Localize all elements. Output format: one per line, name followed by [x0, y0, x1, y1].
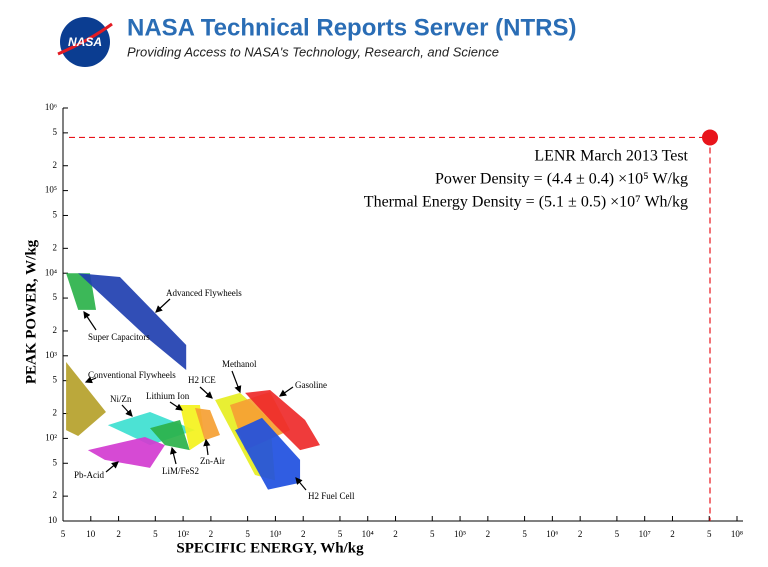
y-tick-label: 5 — [53, 127, 58, 137]
x-tick-label: 10³ — [270, 529, 282, 539]
annotation: Thermal Energy Density = (5.1 ± 0.5) ×10… — [364, 194, 688, 211]
region-label: Methanol — [222, 359, 257, 369]
label-arrow — [199, 386, 213, 399]
annotation: Power Density = (4.4 ± 0.4) ×10⁵ W/kg — [435, 171, 688, 188]
region-label: Zn-Air — [200, 456, 225, 466]
x-axis-title: SPECIFIC ENERGY, Wh/kg — [176, 540, 364, 556]
x-tick-label: 10² — [177, 529, 189, 539]
x-tick-label: 2 — [301, 529, 306, 539]
x-tick-label: 5 — [338, 529, 343, 539]
x-tick-label: 10⁶ — [546, 529, 558, 539]
label-arrow — [169, 446, 177, 465]
region — [195, 408, 221, 441]
region-label: Conventional Flywheels — [88, 370, 176, 380]
x-tick-label: 10⁸ — [731, 529, 743, 539]
annotation: LENR March 2013 Test — [534, 148, 688, 165]
label-arrow — [84, 376, 97, 384]
label-arrow — [203, 438, 211, 456]
region-label: Ni/Zn — [110, 394, 132, 404]
y-tick-label: 5 — [53, 210, 58, 220]
x-tick-label: 5 — [61, 529, 66, 539]
region-label: Super Capacitors — [88, 332, 150, 342]
label-arrow — [83, 311, 97, 331]
label-arrow — [279, 386, 294, 397]
y-tick-label: 5 — [53, 292, 58, 302]
x-tick-label: 5 — [707, 529, 712, 539]
region-label: Gasoline — [295, 380, 327, 390]
region-label: Advanced Flywheels — [166, 288, 242, 298]
lenr-point — [702, 129, 719, 146]
region-label: Pb-Acid — [74, 470, 104, 480]
x-tick-label: 10⁴ — [362, 529, 374, 539]
region-label: Lithium Ion — [146, 391, 190, 401]
y-tick-label: 2 — [53, 408, 58, 418]
region-label: H2 Fuel Cell — [308, 491, 355, 501]
y-tick-label: 2 — [53, 490, 58, 500]
x-tick-label: 10 — [86, 529, 96, 539]
page-title: NASA Technical Reports Server (NTRS) — [127, 14, 576, 41]
region — [78, 273, 187, 371]
logo-text: NASA — [68, 35, 102, 49]
y-tick-label: 5 — [53, 375, 58, 385]
x-tick-label: 2 — [486, 529, 491, 539]
y-tick-label: 10² — [45, 432, 57, 442]
logo-swoosh — [57, 22, 113, 56]
x-tick-label: 5 — [153, 529, 158, 539]
x-tick-label: 5 — [430, 529, 435, 539]
x-tick-label: 2 — [209, 529, 214, 539]
y-tick-label: 10 — [48, 515, 58, 525]
label-arrow — [295, 477, 307, 491]
x-tick-label: 5 — [615, 529, 620, 539]
y-tick-label: 2 — [53, 242, 58, 252]
region-label: H2 ICE — [188, 375, 216, 385]
label-arrow — [155, 298, 171, 313]
x-tick-label: 2 — [670, 529, 675, 539]
region — [245, 390, 320, 451]
region — [66, 362, 106, 436]
label-arrow — [169, 401, 183, 411]
y-tick-label: 2 — [53, 160, 58, 170]
region-label: LiM/FeS2 — [162, 466, 199, 476]
region — [150, 420, 190, 451]
page-subtitle: Providing Access to NASA's Technology, R… — [127, 44, 499, 59]
label-arrow — [105, 461, 119, 473]
x-tick-label: 5 — [522, 529, 527, 539]
x-tick-label: 2 — [116, 529, 121, 539]
x-tick-label: 2 — [578, 529, 583, 539]
y-tick-label: 10⁶ — [45, 102, 57, 112]
y-axis-title: PEAK POWER, W/kg — [23, 239, 39, 384]
label-arrow — [121, 404, 133, 417]
region — [87, 436, 165, 468]
x-tick-label: 5 — [245, 529, 250, 539]
x-tick-label: 10⁵ — [454, 529, 466, 539]
y-tick-label: 10⁴ — [45, 267, 57, 277]
label-arrow — [231, 370, 242, 394]
y-tick-label: 2 — [53, 325, 58, 335]
y-tick-label: 10³ — [45, 350, 57, 360]
region — [235, 417, 301, 490]
x-tick-label: 10⁷ — [639, 529, 651, 539]
x-tick-label: 2 — [393, 529, 398, 539]
y-tick-label: 5 — [53, 457, 58, 467]
y-tick-label: 10⁵ — [45, 185, 57, 195]
